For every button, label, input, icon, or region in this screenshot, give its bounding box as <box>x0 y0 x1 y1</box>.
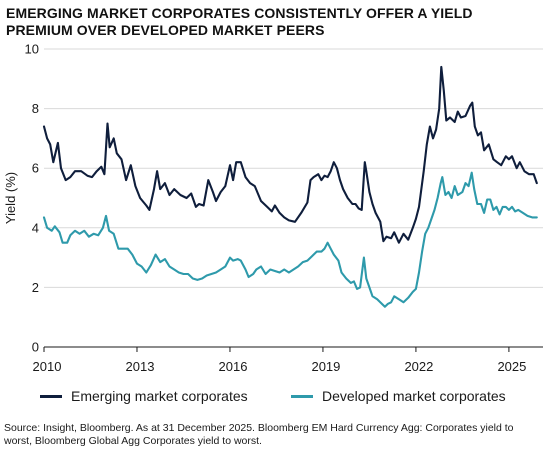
x-tick-2022: 2022 <box>404 359 433 374</box>
x-tick-2019: 2019 <box>311 359 340 374</box>
legend-item-emerging: Emerging market corporates <box>40 388 248 404</box>
legend-swatch-developed <box>291 394 313 398</box>
series-line-emerging <box>42 65 538 244</box>
x-tick-2016: 2016 <box>219 359 248 374</box>
gridlines <box>44 48 543 288</box>
x-tick-2013: 2013 <box>126 359 155 374</box>
line-chart: 0 2 4 6 8 10 2010 2013 2016 2019 2022 2025 Yield (… <box>3 42 543 374</box>
y-axis-ticks: 0 2 4 6 8 10 <box>25 42 39 355</box>
series-line-developed <box>42 171 538 308</box>
source-note: Source: Insight, Bloomberg. As at 31 Dec… <box>4 422 514 447</box>
chart-title: EMERGING MARKET CORPORATES CONSISTENTLY … <box>6 5 473 38</box>
y-tick-2: 2 <box>32 280 39 295</box>
y-tick-8: 8 <box>32 101 39 116</box>
x-axis-ticks: 2010 2013 2016 2019 2022 2025 <box>33 347 526 374</box>
legend-swatch-emerging <box>40 394 62 398</box>
series-lines <box>42 65 538 308</box>
legend-label-emerging: Emerging market corporates <box>71 388 248 404</box>
x-tick-2025: 2025 <box>497 359 526 374</box>
x-tick-2010: 2010 <box>33 359 62 374</box>
legend-item-developed: Developed market corporates <box>291 388 506 404</box>
legend: Emerging market corporates Developed mar… <box>0 388 547 408</box>
y-tick-10: 10 <box>25 42 39 57</box>
legend-label-developed: Developed market corporates <box>322 388 506 404</box>
y-tick-6: 6 <box>32 161 39 176</box>
y-axis-label: Yield (%) <box>3 172 18 224</box>
y-tick-0: 0 <box>32 340 39 355</box>
y-tick-4: 4 <box>32 220 39 235</box>
